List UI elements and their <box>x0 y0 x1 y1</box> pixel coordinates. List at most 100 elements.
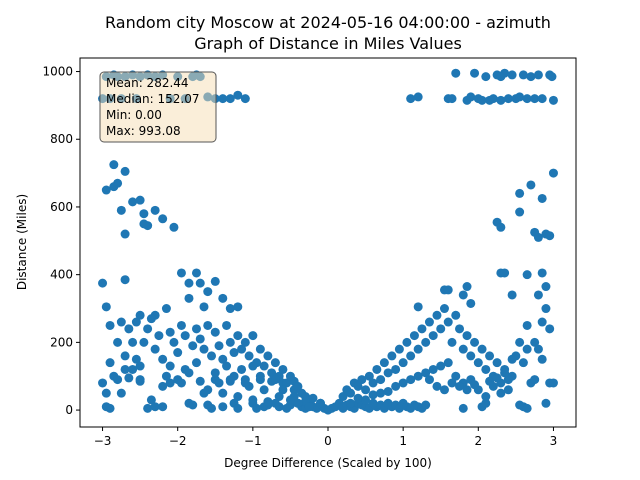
data-point <box>443 317 453 327</box>
data-point <box>195 278 205 288</box>
data-point <box>436 324 446 334</box>
data-point <box>188 400 198 410</box>
data-point <box>203 320 213 330</box>
data-point <box>432 310 442 320</box>
data-point <box>458 403 468 413</box>
data-point <box>139 337 149 347</box>
x-axis-ticks: −3 −2 −1 0 1 2 3 <box>94 427 557 448</box>
data-point <box>500 368 510 378</box>
x-tick-label: −3 <box>94 434 112 448</box>
data-point <box>473 358 483 368</box>
data-point <box>263 397 273 407</box>
data-point <box>169 337 179 347</box>
data-point <box>131 317 141 327</box>
data-point <box>270 375 280 385</box>
data-point <box>184 368 194 378</box>
data-point <box>530 375 540 385</box>
data-point <box>462 282 472 292</box>
data-point <box>406 94 416 104</box>
data-point <box>240 94 250 104</box>
data-point <box>485 351 495 361</box>
data-point <box>533 344 543 354</box>
y-tick-label: 400 <box>50 268 73 282</box>
data-point <box>533 290 543 300</box>
data-point <box>218 293 228 303</box>
y-tick-label: 200 <box>50 335 73 349</box>
data-point <box>135 310 145 320</box>
data-point <box>387 351 397 361</box>
data-point <box>105 320 115 330</box>
data-point <box>447 94 457 104</box>
data-point <box>165 378 175 388</box>
data-point <box>165 327 175 337</box>
data-point <box>158 354 168 364</box>
data-point <box>458 290 468 300</box>
data-point <box>361 385 371 395</box>
x-tick-label: −2 <box>169 434 187 448</box>
data-point <box>462 385 472 395</box>
data-point <box>233 403 243 413</box>
data-point <box>285 395 295 405</box>
stats-box-background <box>99 71 217 143</box>
data-point <box>255 344 265 354</box>
data-point <box>233 331 243 341</box>
data-point <box>507 290 517 300</box>
data-point <box>383 386 393 396</box>
data-point <box>379 358 389 368</box>
data-point <box>225 94 235 104</box>
data-point <box>537 193 547 203</box>
data-point <box>128 364 138 374</box>
data-point <box>282 378 292 388</box>
data-point <box>128 337 138 347</box>
data-point <box>120 229 130 239</box>
data-point <box>413 344 423 354</box>
data-point <box>522 403 532 413</box>
data-point <box>248 395 258 405</box>
data-point <box>530 94 540 104</box>
data-point <box>146 314 156 324</box>
data-point <box>548 168 558 178</box>
data-point <box>477 95 487 105</box>
data-point <box>222 361 232 371</box>
data-point <box>113 375 123 385</box>
data-point <box>173 348 183 358</box>
data-point <box>421 368 431 378</box>
data-point <box>458 344 468 354</box>
data-point <box>496 95 506 105</box>
data-point <box>259 361 269 371</box>
data-point <box>304 402 314 412</box>
stats-max: Max: 993.08 <box>106 124 181 138</box>
data-point <box>500 268 510 278</box>
data-point <box>481 72 491 82</box>
data-point <box>428 364 438 374</box>
data-point <box>522 344 532 354</box>
data-point <box>541 282 551 292</box>
data-point <box>248 331 258 341</box>
data-point <box>263 351 273 361</box>
data-point <box>394 344 404 354</box>
data-point <box>522 320 532 330</box>
data-point <box>176 320 186 330</box>
data-point <box>515 207 525 217</box>
chart-title-line1: Random city Moscow at 2024-05-16 04:00:0… <box>105 13 551 32</box>
data-point <box>135 361 145 371</box>
data-point <box>150 205 160 215</box>
data-point <box>131 354 141 364</box>
data-point <box>293 398 303 408</box>
data-point <box>218 94 228 104</box>
data-point <box>424 317 434 327</box>
data-point <box>113 337 123 347</box>
data-point <box>451 371 461 381</box>
data-point <box>537 354 547 364</box>
data-point <box>451 310 461 320</box>
data-point <box>455 324 465 334</box>
data-point <box>176 378 186 388</box>
y-axis-ticks: 0 200 400 600 800 1000 <box>42 65 80 417</box>
data-point <box>545 324 555 334</box>
data-point <box>124 324 134 334</box>
data-point <box>338 392 348 402</box>
x-tick-label: 2 <box>474 434 482 448</box>
data-point <box>372 364 382 374</box>
data-point <box>233 302 243 312</box>
data-point <box>184 293 194 303</box>
